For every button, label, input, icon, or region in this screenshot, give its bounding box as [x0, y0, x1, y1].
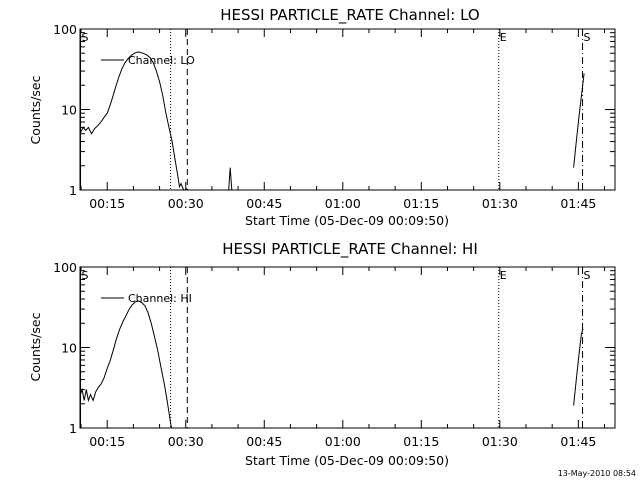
- x-axis-label-hi: Start Time (05-Dec-09 00:09:50): [245, 453, 449, 468]
- x-tick-label-hi: 01:45: [560, 434, 596, 449]
- y-ticks-hi: 1 10 100: [53, 260, 615, 436]
- series-hi: [79, 300, 584, 429]
- series-line-lo-1: [185, 187, 189, 191]
- event-label-lo: E: [500, 31, 507, 44]
- x-tick-label-lo: 00:30: [168, 196, 204, 211]
- series-line-lo-3: [573, 73, 585, 168]
- event-label-hi: E: [500, 269, 507, 282]
- y-tick-label-hi: 1: [69, 421, 77, 436]
- x-tick-label-lo: 00:15: [89, 196, 125, 211]
- chart-title-lo: HESSI PARTICLE_RATE Channel: LO: [220, 6, 479, 25]
- series-line-hi-0: [79, 300, 173, 429]
- x-axis-label-lo: Start Time (05-Dec-09 00:09:50): [245, 213, 449, 228]
- x-tick-label-lo: 01:30: [482, 196, 518, 211]
- x-tick-label-lo: 01:45: [560, 196, 596, 211]
- x-tick-label-lo: 01:00: [325, 196, 361, 211]
- event-label-hi: S: [584, 269, 591, 282]
- y-axis-label-lo: Counts/sec: [28, 75, 43, 144]
- x-tick-label-hi: 01:15: [403, 434, 439, 449]
- series-line-lo-0: [79, 51, 185, 191]
- series-line-hi-1: [573, 328, 584, 406]
- x-tick-label-lo: 00:45: [246, 196, 282, 211]
- x-tick-label-hi: 01:30: [482, 434, 518, 449]
- x-tick-label-hi: 00:30: [168, 434, 204, 449]
- y-tick-label-lo: 100: [53, 22, 77, 37]
- y-tick-label-lo: 1: [69, 183, 77, 198]
- series-lo: [79, 51, 585, 191]
- x-tick-label-lo: 01:15: [403, 196, 439, 211]
- series-line-lo-2: [228, 167, 233, 191]
- legend-label-hi: Channel: HI: [128, 292, 192, 305]
- event-label-lo: S: [584, 31, 591, 44]
- chart-title-hi: HESSI PARTICLE_RATE Channel: HI: [222, 240, 478, 259]
- x-ticks-lo: 00:15 00:30 00:45 01:00 01:15 01:30 01:45: [80, 29, 606, 211]
- timestamp: 13-May-2010 08:54: [558, 469, 636, 478]
- legend-hi: Channel: HI: [101, 292, 192, 305]
- x-tick-label-hi: 01:00: [325, 434, 361, 449]
- panel-hi: HESSI PARTICLE_RATE Channel: HI 00:15 00:…: [28, 240, 616, 468]
- legend-lo: Channel: LO: [101, 54, 195, 67]
- panel-lo: HESSI PARTICLE_RATE Channel: LO 00:15 00:…: [28, 6, 616, 228]
- y-axis-label-hi: Counts/sec: [28, 312, 43, 381]
- legend-label-lo: Channel: LO: [128, 54, 195, 67]
- y-tick-label-hi: 10: [61, 341, 77, 356]
- x-tick-label-hi: 00:15: [89, 434, 125, 449]
- y-tick-label-hi: 100: [53, 260, 77, 275]
- event-label-lo: S: [82, 31, 89, 44]
- y-tick-label-lo: 10: [61, 103, 77, 118]
- event-label-hi: S: [82, 269, 89, 282]
- x-ticks-hi: 00:15 00:30 00:45 01:00 01:15 01:30 01:45: [80, 267, 606, 449]
- x-tick-label-hi: 00:45: [246, 434, 282, 449]
